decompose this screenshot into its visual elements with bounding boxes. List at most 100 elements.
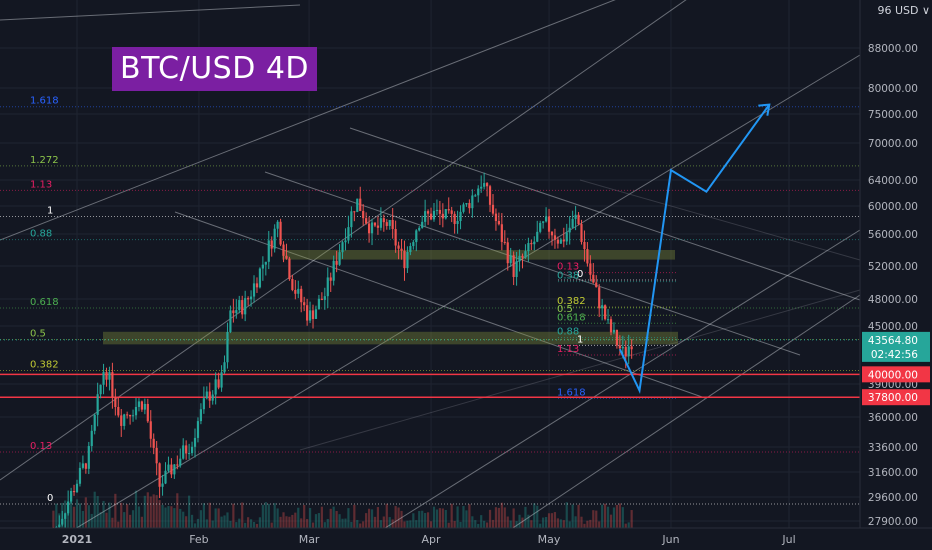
currency-selector[interactable]: 96 USD ∨ [877,4,930,17]
fib-label: 1 [577,334,583,345]
candle [359,198,362,211]
volume-bar [453,521,456,528]
candle [105,371,108,380]
candle [75,483,79,493]
price-marker-label: 40000.00 [868,369,918,381]
volume-bar [211,520,214,528]
volume-bar [335,511,338,528]
fib-label: 0.5 [557,304,573,315]
candle [385,222,388,226]
x-tick-label: May [538,533,561,546]
volume-bar [586,520,589,528]
volume-bar [382,516,385,528]
volume-bar [229,520,232,528]
candle [435,209,439,211]
candle [624,346,627,357]
candle [606,319,610,321]
volume-bar [182,511,185,528]
volume-bar [450,503,453,528]
volume-bar [359,523,362,528]
candle [601,305,604,309]
candle [120,415,123,426]
x-tick-label: Jun [661,533,679,546]
volume-bar [185,516,188,528]
volume-bar [376,507,380,528]
volume-bar [303,504,306,528]
volume-bar [140,516,144,528]
candle [229,310,232,332]
candle [559,239,562,244]
volume-bar [379,520,382,528]
volume-bar [314,514,318,528]
candle [270,240,273,249]
volume-bar [317,513,321,528]
volume-bar [279,516,282,528]
candle [609,319,613,333]
chart-title: BTC/USD 4D [112,47,317,91]
candle [220,372,223,388]
candle [232,310,235,314]
volume-bar [429,521,433,528]
volume-bar [609,514,613,528]
candle [176,464,179,466]
candle [483,183,486,187]
y-tick-label: 75000.00 [868,109,918,121]
candle [158,463,161,487]
volume-bar [173,508,176,528]
candle [161,483,164,487]
volume-bar [196,518,200,528]
candle [533,241,536,245]
volume-bar [539,523,542,528]
fib-label: 0.618 [557,312,586,323]
candle [67,501,70,514]
fib-label: 0.38 [557,271,579,282]
volume-bar [447,522,450,528]
volume-bar [353,504,356,528]
volume-bar [294,512,297,528]
candle [415,230,418,243]
candle [185,445,188,454]
trendline [349,229,861,550]
volume-bar [559,519,562,528]
candle [556,239,559,244]
x-tick-label: Apr [422,533,442,546]
candle [244,298,247,315]
volume-bar [606,506,610,528]
candle [438,209,441,214]
volume-bar [506,516,509,528]
volume-bar [530,520,533,528]
trendline [479,294,861,550]
candle [603,305,607,320]
y-tick-label: 27900.00 [868,516,918,528]
volume-bar [562,520,565,528]
candle [462,204,465,212]
volume-bar [441,508,444,528]
price-axis[interactable]: 88000.00 80000.00 75000.00 70000.00 64000.00… [859,0,932,550]
trendline [0,0,687,481]
candle [114,397,117,407]
candle [453,213,456,224]
candle [226,331,229,363]
candle [208,391,211,401]
fib-label: 0.382 [30,359,59,370]
trendline [579,179,861,261]
volume-bar [55,503,58,528]
time-axis-bg [0,528,932,550]
y-tick-label: 60000.00 [868,201,918,213]
volume-bar [111,517,114,528]
volume-bar [96,496,99,528]
volume-bar [403,521,406,528]
y-tick-label: 52000.00 [868,261,918,273]
candle [273,228,276,249]
candle [235,310,238,314]
volume-bar [627,522,630,528]
candle [294,289,297,294]
candle [350,211,353,228]
volume-bar [373,516,377,528]
time-axis[interactable]: 2021 Feb Mar Apr May Jun Jul [0,527,932,550]
volume-bar [477,523,480,528]
trendlines [0,0,861,550]
volume-bar [306,519,309,528]
